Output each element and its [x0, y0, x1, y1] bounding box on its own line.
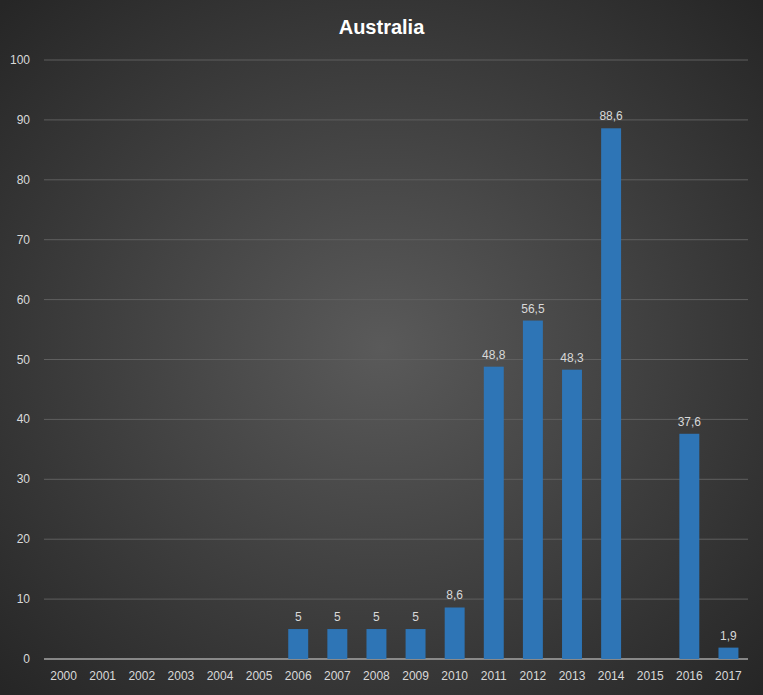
x-tick-label: 2011	[481, 669, 507, 683]
data-label: 88,6	[599, 109, 623, 123]
grid-line	[44, 539, 748, 540]
data-label: 5	[412, 610, 419, 624]
chart: Australia 0 10 20 30 40 50 60 70 80 90 100 2000 2001 2…	[0, 0, 763, 695]
grid-line	[44, 60, 748, 61]
y-tick-label: 80	[17, 173, 31, 187]
grid-line	[44, 239, 748, 240]
x-tick-label: 2015	[637, 669, 664, 683]
y-tick-label: 20	[17, 532, 31, 546]
page: {"chart_data": {"type": "bar", "title": …	[0, 0, 763, 695]
x-tick-label: 2005	[246, 669, 273, 683]
data-label: 48,8	[482, 348, 506, 362]
bar	[327, 629, 347, 659]
data-label: 1,9	[720, 629, 737, 643]
data-label: 5	[334, 610, 341, 624]
x-tick-label: 2006	[285, 669, 312, 683]
x-tick-label: 2010	[441, 669, 468, 683]
x-tick-label: 2013	[559, 669, 586, 683]
y-tick-label: 10	[17, 592, 31, 606]
bar	[679, 434, 699, 659]
y-tick-label: 70	[17, 233, 31, 247]
x-tick-label: 2017	[715, 669, 742, 683]
y-tick-label: 60	[17, 293, 31, 307]
bar	[445, 607, 465, 659]
y-tick-label: 90	[17, 113, 31, 127]
y-tick-label: 100	[10, 53, 30, 67]
background	[0, 0, 763, 695]
data-label: 48,3	[560, 351, 584, 365]
bar	[718, 648, 738, 659]
x-tick-label: 2016	[676, 669, 703, 683]
bar	[366, 629, 386, 659]
grid-line	[44, 479, 748, 480]
x-tick-label: 2009	[402, 669, 429, 683]
x-tick-label: 2002	[128, 669, 155, 683]
y-tick-label: 0	[23, 652, 30, 666]
bar	[484, 367, 504, 659]
grid-line	[44, 599, 748, 600]
grid-line	[44, 299, 748, 300]
x-tick-label: 2007	[324, 669, 351, 683]
x-tick-label: 2014	[598, 669, 625, 683]
x-tick-label: 2008	[363, 669, 390, 683]
data-label: 8,6	[446, 588, 463, 602]
grid-line	[44, 179, 748, 180]
bars	[288, 128, 738, 659]
x-tick-label: 2012	[520, 669, 547, 683]
bar	[288, 629, 308, 659]
bar	[601, 128, 621, 659]
x-tick-label: 2000	[50, 669, 77, 683]
data-label: 5	[373, 610, 380, 624]
data-label: 56,5	[521, 302, 545, 316]
data-label: 5	[295, 610, 302, 624]
grid-line	[44, 119, 748, 120]
title: Australia	[339, 16, 425, 38]
grid-line	[44, 359, 748, 360]
y-tick-label: 40	[17, 412, 31, 426]
data-label: 37,6	[678, 415, 702, 429]
bar	[523, 321, 543, 659]
y-tick-label: 30	[17, 472, 31, 486]
x-tick-label: 2003	[168, 669, 195, 683]
x-tick-label: 2004	[207, 669, 234, 683]
x-tick-label: 2001	[89, 669, 116, 683]
grid-line	[44, 419, 748, 420]
grid-line	[44, 658, 748, 660]
y-tick-label: 50	[17, 353, 31, 367]
bar	[562, 370, 582, 659]
bar	[406, 629, 426, 659]
